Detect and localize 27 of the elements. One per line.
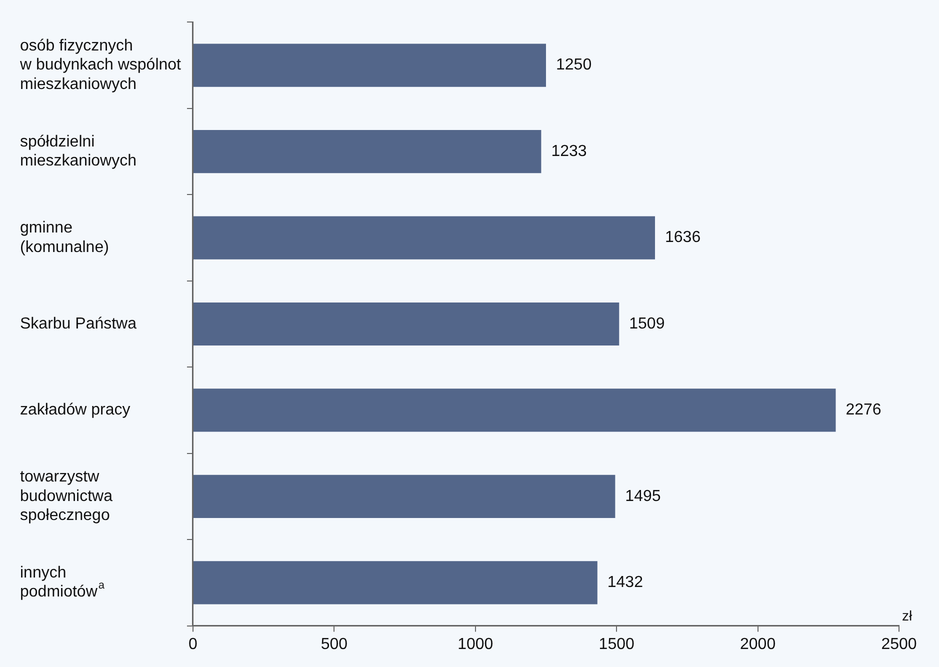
data-label: 1509: [629, 315, 665, 332]
y-tick-label: towarzystw budownictwa społecznego: [20, 468, 113, 524]
y-tick-label: osób fizycznych w budynkach wspólnot mieszkaniowych: [19, 38, 182, 93]
bar: [193, 302, 620, 346]
bar: [193, 388, 836, 432]
x-tick-label: 500: [320, 636, 348, 653]
bar: [193, 561, 598, 604]
data-label: 1250: [556, 56, 592, 74]
y-tick-label: Skarbu Państwa: [20, 315, 137, 332]
bar: [193, 216, 655, 260]
bar: [193, 474, 616, 518]
x-tick-label: 1500: [598, 636, 634, 653]
data-label: 2276: [846, 402, 882, 419]
bar: [193, 44, 546, 87]
x-tick-label: 0: [188, 636, 198, 653]
x-tick-label: 1000: [458, 636, 494, 653]
x-axis-title: zł: [902, 608, 913, 624]
data-label: 1636: [665, 229, 701, 246]
data-label: 1495: [625, 488, 661, 505]
bar: [193, 130, 542, 174]
x-tick-label: 2000: [740, 636, 776, 653]
y-tick-label: spółdzielni mieszkaniowych: [20, 133, 136, 170]
data-label: 1432: [607, 574, 644, 592]
y-tick-label: gminne (komunalne): [20, 220, 109, 256]
x-tick-label: 2500: [881, 636, 917, 653]
y-tick-label: zakładów pracy: [20, 402, 130, 419]
data-label: 1233: [551, 142, 587, 160]
